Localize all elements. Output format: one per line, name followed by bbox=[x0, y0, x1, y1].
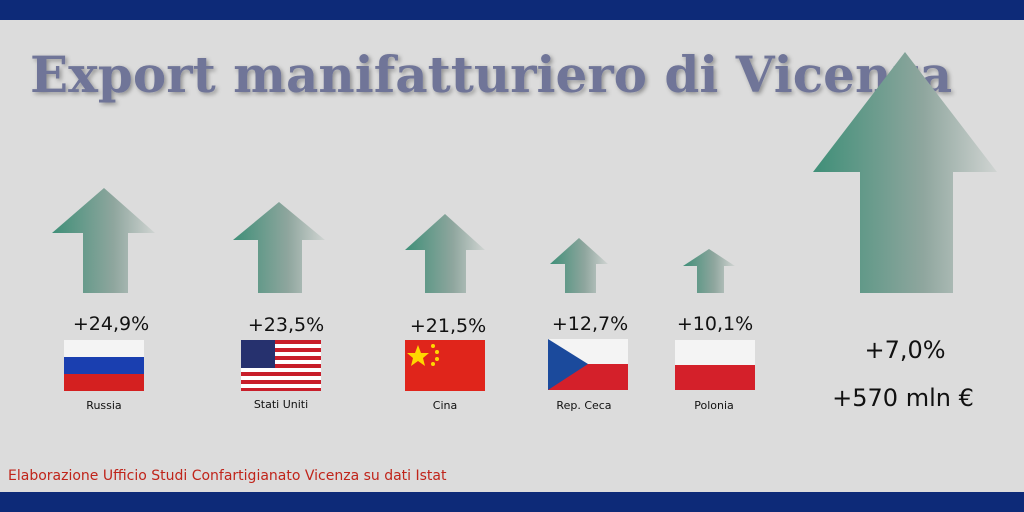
change-label: +21,5% bbox=[410, 315, 486, 337]
title: Export manifatturiero di Vicenza bbox=[30, 45, 952, 104]
flag-china bbox=[405, 340, 485, 391]
flag-usa bbox=[241, 340, 321, 391]
arrow bbox=[233, 202, 325, 293]
flag-czech bbox=[548, 339, 628, 390]
arrows bbox=[52, 52, 997, 293]
country-name: Stati Uniti bbox=[254, 398, 308, 411]
top-band bbox=[0, 0, 1024, 20]
arrow bbox=[405, 214, 485, 293]
change-label: +10,1% bbox=[677, 313, 753, 335]
flags bbox=[64, 339, 755, 391]
bottom-band bbox=[0, 492, 1024, 512]
total-change: +7,0% bbox=[864, 336, 945, 364]
source-note: Elaborazione Ufficio Studi Confartigiana… bbox=[8, 468, 447, 484]
country-name: Rep. Ceca bbox=[556, 399, 611, 412]
country-name: Russia bbox=[86, 399, 121, 412]
change-label: +12,7% bbox=[552, 313, 628, 335]
country-name: Polonia bbox=[694, 399, 734, 412]
change-label: +24,9% bbox=[73, 313, 149, 335]
arrow bbox=[683, 249, 735, 293]
arrow bbox=[52, 188, 155, 293]
total-amount: +570 mln € bbox=[832, 384, 974, 412]
flag-russia bbox=[64, 340, 144, 391]
country-name: Cina bbox=[433, 399, 457, 412]
arrow bbox=[813, 52, 997, 293]
arrow bbox=[550, 238, 608, 293]
change-label: +23,5% bbox=[248, 314, 324, 336]
flag-poland bbox=[675, 340, 755, 390]
